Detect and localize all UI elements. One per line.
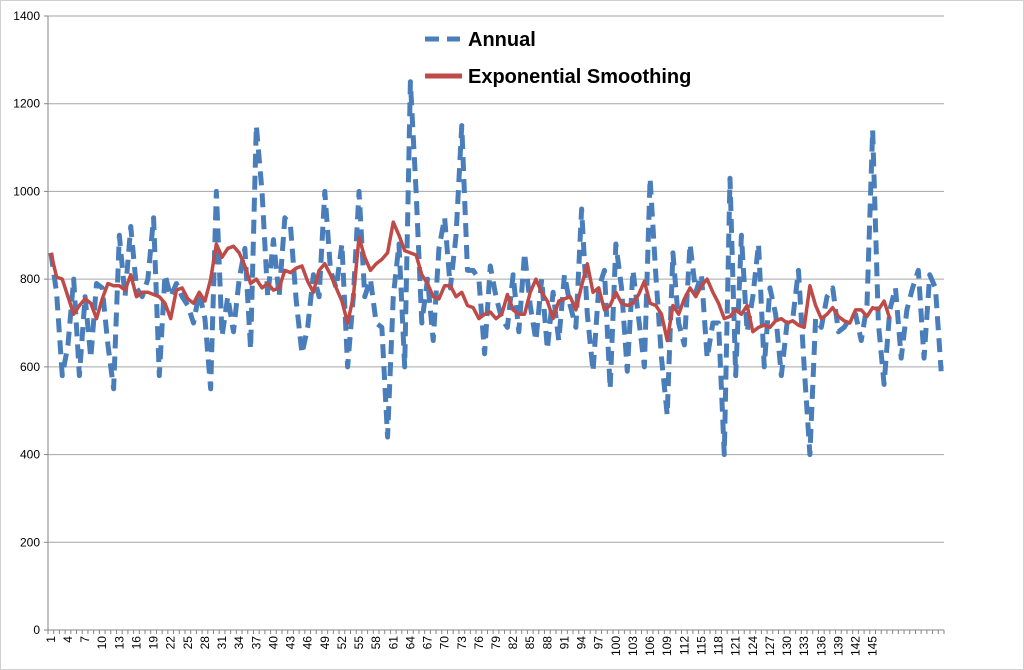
y-tick-label: 800 bbox=[20, 272, 40, 286]
x-tick-label: 43 bbox=[284, 636, 298, 650]
y-tick-label: 400 bbox=[20, 448, 40, 462]
series-line-annual bbox=[48, 79, 944, 458]
x-tick-label: 40 bbox=[266, 636, 280, 650]
x-tick-label: 91 bbox=[557, 636, 571, 650]
x-tick-label: 130 bbox=[780, 636, 794, 656]
legend-label-annual: Annual bbox=[468, 29, 536, 51]
x-axis: 1 4 7 10 13 16 19 22 25 28 31 34 37 40 43 46 49 52 55 58 61 6… bbox=[44, 629, 945, 656]
y-axis: 0 200 400 600 800 1000 1200 1400 bbox=[13, 9, 49, 637]
x-tick-label: 94 bbox=[575, 636, 589, 650]
x-tick-label: 73 bbox=[455, 636, 469, 650]
x-tick-label: 16 bbox=[129, 636, 143, 650]
y-tick-label: 1400 bbox=[13, 9, 40, 23]
legend: Annual Exponential Smoothing bbox=[425, 29, 691, 88]
y-tick-label: 200 bbox=[20, 535, 40, 549]
legend-item-exponential-smoothing: Exponential Smoothing bbox=[425, 66, 691, 88]
x-tick-label: 121 bbox=[729, 636, 743, 656]
plot-series bbox=[48, 79, 944, 458]
x-tick-label: 100 bbox=[609, 636, 623, 656]
x-tick-label: 70 bbox=[438, 636, 452, 650]
y-tick-label: 1200 bbox=[13, 97, 40, 111]
x-tick-label: 34 bbox=[232, 636, 246, 650]
x-tick-label: 127 bbox=[763, 636, 777, 656]
x-tick-label: 124 bbox=[746, 636, 760, 656]
x-tick-label: 115 bbox=[694, 636, 708, 655]
series-line-exponential-smoothing bbox=[49, 220, 892, 343]
x-tick-label: 37 bbox=[249, 636, 263, 650]
y-tick-label: 600 bbox=[20, 360, 40, 374]
x-tick-label: 106 bbox=[643, 636, 657, 656]
x-tick-label: 142 bbox=[849, 636, 863, 656]
x-tick-label: 85 bbox=[523, 636, 537, 650]
x-tick-label: 88 bbox=[540, 636, 554, 650]
x-tick-label: 49 bbox=[318, 636, 332, 650]
x-tick-label: 139 bbox=[831, 636, 845, 656]
x-tick-label: 58 bbox=[369, 636, 383, 650]
x-tick-label: 133 bbox=[797, 636, 811, 656]
x-tick-label: 4 bbox=[61, 636, 75, 643]
x-tick-label: 7 bbox=[78, 636, 92, 643]
legend-item-annual: Annual bbox=[425, 29, 536, 51]
x-tick-label: 64 bbox=[403, 636, 417, 650]
x-tick-label: 103 bbox=[626, 636, 640, 656]
y-tick-label: 0 bbox=[33, 623, 40, 637]
x-tick-label: 52 bbox=[335, 636, 349, 650]
x-tick-label: 46 bbox=[301, 636, 315, 650]
x-tick-label: 79 bbox=[489, 636, 503, 650]
x-tick-label: 136 bbox=[814, 636, 828, 656]
x-tick-label: 1 bbox=[44, 636, 58, 643]
x-tick-label: 82 bbox=[506, 636, 520, 650]
legend-label-exponential-smoothing: Exponential Smoothing bbox=[468, 66, 691, 88]
x-tick-label: 76 bbox=[472, 636, 486, 650]
x-tick-label: 67 bbox=[421, 636, 435, 650]
x-tick-label: 31 bbox=[215, 636, 229, 650]
x-tick-label: 22 bbox=[164, 636, 178, 650]
x-tick-label: 61 bbox=[386, 636, 400, 650]
x-tick-label: 118 bbox=[712, 636, 726, 655]
x-tick-label: 25 bbox=[181, 636, 195, 650]
x-tick-label: 112 bbox=[677, 636, 691, 655]
x-tick-label: 19 bbox=[147, 636, 161, 650]
x-tick-label: 145 bbox=[866, 636, 880, 656]
x-tick-label: 109 bbox=[660, 636, 674, 656]
y-tick-label: 1000 bbox=[13, 184, 40, 198]
x-tick-label: 13 bbox=[112, 636, 126, 650]
x-tick-label: 55 bbox=[352, 636, 366, 650]
x-tick-label: 97 bbox=[592, 636, 606, 650]
gridlines bbox=[48, 15, 944, 543]
x-tick-label: 10 bbox=[95, 636, 109, 650]
x-tick-label: 28 bbox=[198, 636, 212, 650]
